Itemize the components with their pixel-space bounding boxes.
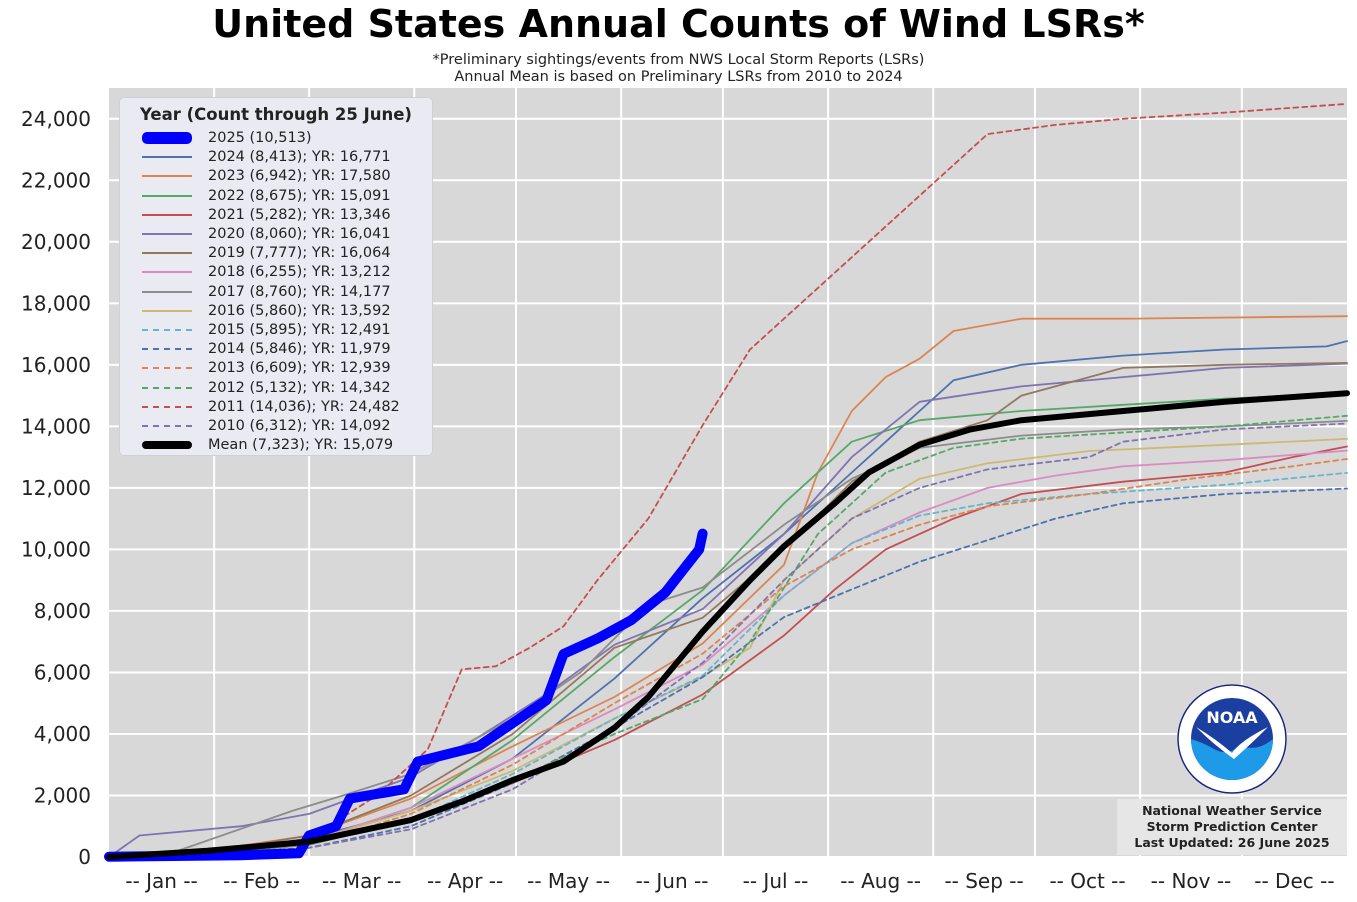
x-tick-label: -- Mar -- xyxy=(322,869,401,893)
legend-swatch xyxy=(142,348,192,351)
legend-item: Mean (7,323); YR: 15,079 xyxy=(120,436,432,454)
x-tick-label: -- Jan -- xyxy=(125,869,197,893)
legend-label: 2024 (8,413); YR: 16,771 xyxy=(208,149,391,166)
legend-label: 2015 (5,895); YR: 12,491 xyxy=(208,322,391,338)
legend-title: Year (Count through 25 June) xyxy=(140,105,412,124)
legend-swatch xyxy=(142,132,192,144)
series-line xyxy=(108,422,1348,858)
legend-item: 2016 (5,860); YR: 13,592 xyxy=(120,302,432,320)
series-line xyxy=(108,315,1348,858)
x-tick-label: -- Feb -- xyxy=(223,869,300,893)
legend-item: 2010 (6,312); YR: 14,092 xyxy=(120,417,432,435)
series-line xyxy=(108,437,1348,858)
legend-label: 2018 (6,255); YR: 13,212 xyxy=(208,264,391,281)
legend-swatch xyxy=(142,233,192,235)
legend-swatch xyxy=(142,329,192,331)
noaa-logo-text: NOAA xyxy=(1206,708,1258,727)
legend-label: 2022 (8,675); YR: 15,091 xyxy=(208,187,391,204)
legend-item: 2012 (5,132); YR: 14,342 xyxy=(120,379,432,397)
legend-swatch xyxy=(142,290,192,293)
y-tick-label: 12,000 xyxy=(21,476,91,500)
legend-swatch xyxy=(142,156,192,159)
y-tick-label: 16,000 xyxy=(21,353,91,377)
chart-title: United States Annual Counts of Wind LSRs… xyxy=(212,2,1145,46)
legend-item: 2013 (6,609); YR: 12,939 xyxy=(120,359,432,377)
y-tick-label: 24,000 xyxy=(21,107,91,131)
legend-label: 2021 (5,282); YR: 13,346 xyxy=(208,206,391,223)
legend-label: 2019 (7,777); YR: 16,064 xyxy=(208,245,391,262)
legend-item: 2021 (5,282); YR: 13,346 xyxy=(120,206,432,224)
legend-swatch xyxy=(142,425,192,427)
legend-swatch xyxy=(142,367,192,370)
legend-label: 2025 (10,513) xyxy=(208,130,312,146)
x-tick-label: -- Nov -- xyxy=(1151,869,1232,893)
x-axis-ticks: -- Jan -- -- Feb -- -- Mar -- -- Apr -- -- M… xyxy=(125,869,1334,893)
series-line xyxy=(108,103,1348,858)
legend-item: 2025 (10,513) xyxy=(120,129,432,147)
x-tick-label: -- Aug -- xyxy=(840,869,921,893)
legend: Year (Count through 25 June) 2025 (10,51… xyxy=(119,97,433,456)
legend-swatch xyxy=(142,252,192,255)
y-axis-ticks: 0 2,000 4,000 6,000 8,000 10,000 12,000 14,000 1… xyxy=(21,107,91,869)
legend-item: 2011 (14,036); YR: 24,482 xyxy=(120,398,432,416)
x-tick-label: -- Dec -- xyxy=(1254,869,1334,893)
y-tick-label: 10,000 xyxy=(21,537,91,561)
noaa-logo-icon: NOAA xyxy=(1177,684,1287,794)
legend-swatch xyxy=(142,175,192,178)
y-tick-label: 20,000 xyxy=(21,230,91,254)
legend-swatch xyxy=(142,441,192,450)
x-tick-label: -- Apr -- xyxy=(427,869,503,893)
legend-label: 2014 (5,846); YR: 11,979 xyxy=(208,341,391,358)
legend-item: 2018 (6,255); YR: 13,212 xyxy=(120,263,432,281)
y-tick-label: 8,000 xyxy=(34,599,91,623)
legend-label: 2017 (8,760); YR: 14,177 xyxy=(208,283,391,300)
y-tick-label: 6,000 xyxy=(34,660,91,684)
legend-label: 2020 (8,060); YR: 16,041 xyxy=(208,226,391,242)
legend-label: 2013 (6,609); YR: 12,939 xyxy=(208,360,391,377)
x-tick-label: -- May -- xyxy=(527,869,610,893)
legend-swatch xyxy=(142,405,192,408)
legend-item: 2014 (5,846); YR: 11,979 xyxy=(120,340,432,358)
x-tick-label: -- Jul -- xyxy=(743,869,809,893)
series-line xyxy=(108,419,1348,858)
series-line xyxy=(108,487,1348,858)
x-tick-label: -- Sep -- xyxy=(944,869,1023,893)
y-tick-label: 4,000 xyxy=(34,722,91,746)
legend-item: 2015 (5,895); YR: 12,491 xyxy=(120,321,432,339)
legend-swatch xyxy=(142,213,192,216)
x-tick-label: -- Oct -- xyxy=(1049,869,1125,893)
legend-label: 2011 (14,036); YR: 24,482 xyxy=(208,398,400,415)
legend-label: 2016 (5,860); YR: 13,592 xyxy=(208,302,391,319)
series-line xyxy=(106,390,1350,860)
legend-item: 2022 (8,675); YR: 15,091 xyxy=(120,187,432,205)
legend-swatch xyxy=(142,386,192,389)
legend-label: 2010 (6,312); YR: 14,092 xyxy=(208,418,391,434)
chart-subtitle-line1: *Preliminary sightings/events from NWS L… xyxy=(432,52,925,68)
legend-item: 2024 (8,413); YR: 16,771 xyxy=(120,148,432,166)
legend-swatch xyxy=(142,309,192,312)
y-tick-label: 14,000 xyxy=(21,414,91,438)
y-tick-label: 2,000 xyxy=(34,783,91,807)
legend-swatch xyxy=(142,194,192,197)
legend-item: 2020 (8,060); YR: 16,041 xyxy=(120,225,432,243)
legend-label: Mean (7,323); YR: 15,079 xyxy=(208,437,394,454)
legend-item: 2017 (8,760); YR: 14,177 xyxy=(120,283,432,301)
y-tick-label: 18,000 xyxy=(21,291,91,315)
legend-item: 2023 (6,942); YR: 17,580 xyxy=(120,167,432,185)
footer-box: National Weather Service Storm Predictio… xyxy=(1117,799,1347,855)
legend-swatch xyxy=(142,271,192,274)
y-tick-label: 22,000 xyxy=(21,168,91,192)
y-tick-label: 0 xyxy=(78,845,91,869)
chart-subtitle-line2: Annual Mean is based on Preliminary LSRs… xyxy=(454,69,903,85)
legend-label: 2023 (6,942); YR: 17,580 xyxy=(208,168,391,185)
footer-line2: Storm Prediction Center xyxy=(1146,819,1318,834)
series-line xyxy=(108,449,1348,858)
legend-label: 2012 (5,132); YR: 14,342 xyxy=(208,379,391,396)
footer-line3: Last Updated: 26 June 2025 xyxy=(1134,835,1330,850)
legend-item: 2019 (7,777); YR: 16,064 xyxy=(120,244,432,262)
footer-line1: National Weather Service xyxy=(1142,803,1322,818)
series-layer xyxy=(104,103,1350,862)
x-tick-label: -- Jun -- xyxy=(636,869,709,893)
